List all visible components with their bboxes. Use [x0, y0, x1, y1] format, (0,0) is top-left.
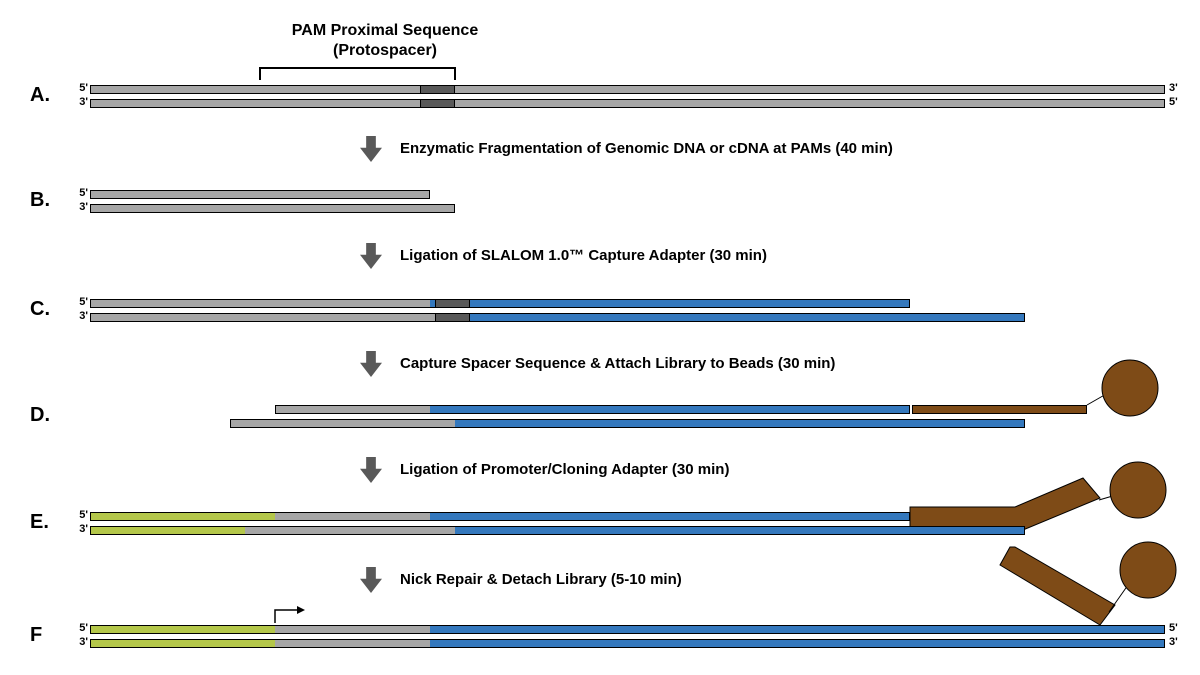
step-description: Capture Spacer Sequence & Attach Library… — [400, 355, 1160, 372]
panel-letter: B. — [30, 189, 60, 212]
dna-segment — [90, 99, 1165, 108]
dna-segment — [90, 299, 430, 308]
panel-letter: C. — [30, 298, 60, 321]
three-prime-label: 3' — [70, 202, 88, 213]
five-prime-label: 5' — [70, 83, 88, 94]
down-arrow-icon — [360, 567, 382, 593]
dna-segment — [275, 405, 430, 414]
promoter-arrow-icon — [275, 610, 297, 623]
dna-segment — [430, 299, 910, 308]
panel-letter: A. — [30, 84, 60, 107]
dna-segment — [420, 85, 455, 94]
brown-strand — [910, 478, 1100, 530]
dna-segment — [90, 512, 275, 521]
dna-segment — [430, 512, 910, 521]
dna-segment — [90, 639, 275, 648]
five-prime-label: 5' — [70, 623, 88, 634]
step-description: Enzymatic Fragmentation of Genomic DNA o… — [400, 140, 1160, 157]
five-prime-label: 5' — [70, 297, 88, 308]
bracket-icon — [260, 68, 455, 80]
dna-segment — [230, 419, 455, 428]
dna-segment — [420, 99, 455, 108]
down-arrow-icon — [360, 136, 382, 162]
three-prime-label: 3' — [70, 97, 88, 108]
dna-segment — [275, 512, 430, 521]
down-arrow-icon — [360, 457, 382, 483]
end-label: 3' — [1169, 637, 1187, 648]
five-prime-label: 5' — [70, 188, 88, 199]
bead-connector — [1087, 393, 1108, 405]
dna-segment — [455, 313, 1025, 322]
diagram-title-line1: PAM Proximal Sequence — [270, 22, 500, 40]
bead-icon — [1120, 542, 1176, 598]
dna-segment — [90, 526, 245, 535]
step-description: Nick Repair & Detach Library (5-10 min) — [400, 571, 1160, 588]
dna-segment — [912, 405, 1087, 414]
step-description: Ligation of Promoter/Cloning Adapter (30… — [400, 461, 1160, 478]
down-arrow-icon — [360, 351, 382, 377]
promoter-arrowhead — [297, 606, 305, 614]
panel-letter: D. — [30, 404, 60, 427]
dna-segment — [90, 204, 455, 213]
dna-segment — [275, 639, 430, 648]
step-description: Ligation of SLALOM 1.0™ Capture Adapter … — [400, 247, 1160, 264]
end-label: 3' — [1169, 83, 1187, 94]
dna-segment — [90, 190, 430, 199]
dna-segment — [275, 625, 430, 634]
dna-segment — [455, 526, 1025, 535]
dna-segment — [90, 625, 275, 634]
end-label: 5' — [1169, 97, 1187, 108]
three-prime-label: 3' — [70, 637, 88, 648]
three-prime-label: 3' — [70, 311, 88, 322]
dna-segment — [435, 313, 470, 322]
dna-segment — [90, 85, 1165, 94]
five-prime-label: 5' — [70, 510, 88, 521]
dna-segment — [455, 419, 1025, 428]
dna-segment — [245, 526, 455, 535]
end-label: 5' — [1169, 623, 1187, 634]
diagram-title-line2: (Protospacer) — [270, 42, 500, 60]
dna-segment — [430, 639, 1165, 648]
dna-segment — [430, 625, 1165, 634]
dna-segment — [435, 299, 470, 308]
dna-segment — [90, 313, 455, 322]
down-arrow-icon — [360, 243, 382, 269]
panel-letter: F — [30, 624, 60, 647]
panel-letter: E. — [30, 511, 60, 534]
three-prime-label: 3' — [70, 524, 88, 535]
dna-segment — [430, 405, 910, 414]
